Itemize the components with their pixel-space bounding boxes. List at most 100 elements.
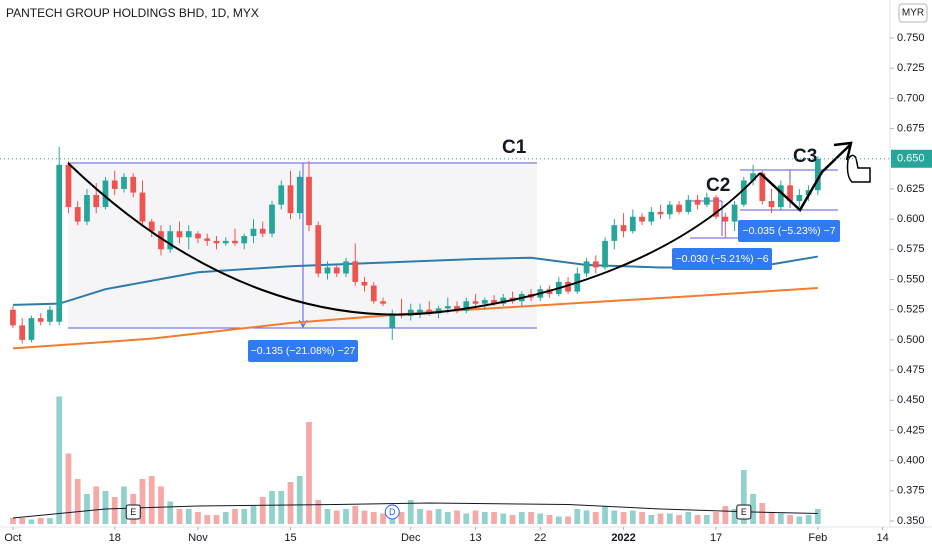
candle-body: [343, 261, 349, 274]
candle-body: [37, 318, 44, 322]
candle-body: [740, 180, 747, 205]
volume-bar: [93, 486, 100, 524]
x-tick-label: 2022: [611, 532, 635, 544]
y-tick-label: 0.525: [897, 304, 925, 316]
volume-bar: [546, 515, 553, 524]
volume-bar: [315, 500, 322, 524]
measure-label: −0.135 (−21.08%) −27: [251, 345, 356, 357]
volume-bar: [361, 510, 368, 524]
candle-body: [121, 176, 127, 189]
volume-bar: [10, 518, 16, 524]
volume-bar: [352, 506, 359, 524]
volume-bar: [380, 513, 386, 524]
volume-bar: [296, 476, 303, 524]
candle-body: [250, 228, 257, 237]
candle-body: [805, 190, 812, 195]
candle-body: [500, 297, 507, 304]
candle-body: [195, 233, 201, 239]
volume-bar: [694, 515, 701, 524]
candle-body: [315, 225, 322, 274]
candle-body: [703, 197, 710, 205]
event-marker: [384, 504, 400, 520]
candle-body: [93, 194, 100, 208]
candle-body: [731, 204, 738, 222]
volume-bar: [620, 512, 627, 524]
volume-bar: [454, 510, 460, 524]
volume-bar: [65, 453, 72, 524]
volume-bar: [306, 422, 312, 524]
volume-bar: [796, 516, 803, 524]
volume-bar: [269, 491, 275, 524]
volume-bar: [592, 512, 599, 524]
x-tick-label: Feb: [808, 532, 827, 544]
candle-body: [176, 231, 183, 238]
volume-bar: [121, 486, 127, 524]
candle-body: [491, 300, 497, 304]
volume-bar: [417, 509, 423, 524]
volume-bar: [509, 515, 516, 524]
x-tick-label: 13: [469, 532, 481, 544]
volume-bar: [185, 509, 192, 524]
volume-bar: [435, 509, 442, 524]
volume-bar: [787, 515, 793, 524]
candle-body: [222, 240, 229, 244]
candle-body: [787, 185, 793, 202]
candle-body: [472, 301, 479, 304]
candle-body: [148, 221, 155, 232]
candle-body: [426, 309, 433, 314]
volume-bar: [518, 512, 525, 524]
candle-body: [417, 309, 423, 314]
candle-body: [232, 240, 238, 244]
candle-body: [56, 164, 63, 322]
measure-label: −0.030 (−5.21%) −6: [675, 253, 768, 265]
candle-body: [28, 318, 35, 340]
volume-bar: [167, 501, 174, 524]
candle-body: [333, 267, 340, 274]
y-tick-label: 0.450: [897, 394, 925, 406]
annotation: C1: [502, 137, 527, 158]
candle-body: [139, 192, 146, 222]
y-tick-label: 0.350: [897, 515, 925, 527]
volume-bar: [602, 506, 608, 524]
last-price-label: 0.650: [897, 153, 925, 165]
volume-bar: [241, 509, 248, 524]
candle-body: [269, 204, 275, 234]
last-price-tag: [891, 149, 932, 168]
x-tick-label: 22: [534, 532, 546, 544]
candle-body: [389, 313, 396, 328]
candle-body: [204, 238, 211, 241]
volume-bar: [814, 509, 821, 524]
volume-bar: [324, 509, 331, 524]
candle-body: [657, 211, 664, 215]
y-tick-label: 0.375: [897, 485, 925, 497]
volume-bar: [19, 518, 26, 524]
candle-body: [259, 228, 266, 234]
volume-bar: [222, 512, 229, 524]
currency-button[interactable]: [898, 3, 928, 23]
volume-bar: [481, 512, 488, 524]
volume-bar: [463, 513, 470, 524]
currency-label[interactable]: MYR: [902, 8, 924, 19]
candle-body: [185, 231, 192, 238]
candle-body: [287, 185, 294, 214]
y-tick-label: 0.675: [897, 122, 925, 134]
candle-body: [481, 300, 488, 304]
candle-body: [629, 216, 636, 232]
candle-body: [241, 236, 248, 244]
candle-body: [796, 194, 803, 202]
volume-bar: [204, 515, 211, 524]
event-marker: [736, 504, 752, 520]
candle-body: [130, 176, 137, 193]
volume-bar: [232, 509, 238, 524]
candle-body: [722, 216, 729, 222]
x-tick-label: 14: [876, 532, 888, 544]
volume-bar: [407, 500, 414, 524]
measure-box: [248, 340, 358, 362]
candle-body: [407, 309, 414, 316]
measure-label: −0.035 (−5.23%) −7: [742, 225, 835, 237]
arrow-head: [833, 141, 853, 161]
candle-body: [111, 180, 118, 189]
candle-body: [592, 261, 599, 268]
x-tick-label: 17: [710, 532, 722, 544]
volume-bar: [639, 512, 645, 524]
